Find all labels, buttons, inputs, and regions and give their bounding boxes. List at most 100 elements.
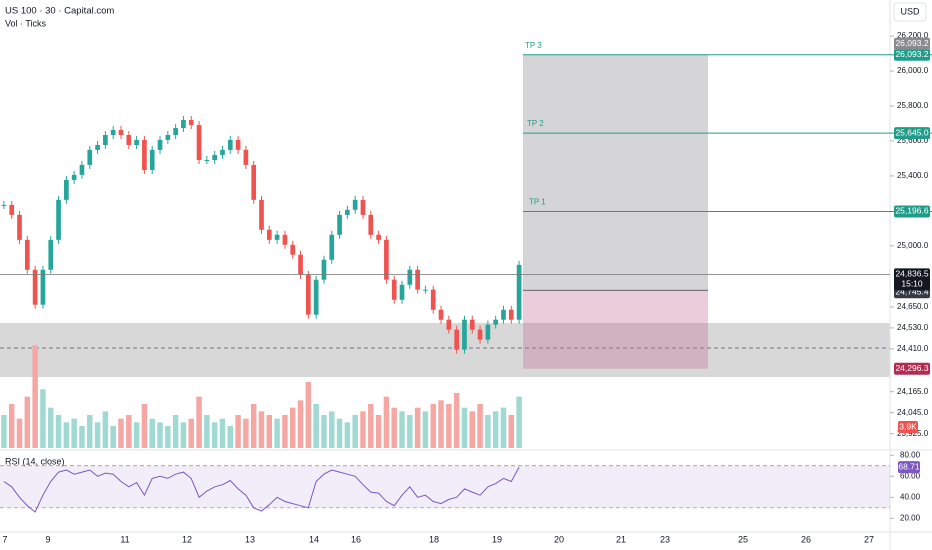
volume-bar (414, 407, 421, 448)
volume-bar (1, 415, 7, 448)
candle-body (391, 279, 397, 300)
volume-bar (422, 411, 429, 448)
volume-bar (289, 407, 296, 448)
candle-body (399, 284, 405, 300)
candle-body (71, 174, 77, 180)
volume-bar (87, 415, 93, 448)
volume-bar (313, 404, 319, 448)
volume-bar (258, 411, 265, 448)
candle-body (508, 309, 514, 320)
volume-bar (508, 415, 515, 448)
y-tick-label: 25,000.0 (897, 241, 929, 250)
candle-body (313, 279, 319, 315)
volume-bar (243, 418, 249, 448)
candle-body (48, 239, 54, 270)
volume-bar (453, 393, 460, 448)
x-tick-label: 12 (182, 534, 192, 544)
volume-bar (196, 396, 202, 448)
target-price-bg (894, 127, 930, 140)
volume-bar (375, 415, 382, 448)
x-tick-label: 23 (660, 534, 670, 544)
candle-body (227, 139, 233, 150)
volume-bar (24, 396, 31, 448)
candle-body (87, 149, 93, 165)
volume-bar (204, 415, 210, 448)
volume-bar (297, 400, 304, 448)
stop-price: 24,296.3 (895, 363, 928, 373)
candle-body (235, 139, 241, 150)
candle-body (157, 139, 163, 150)
candle-body (1, 204, 7, 206)
candle-body (118, 129, 124, 136)
candle-body (407, 269, 413, 285)
volume-bar (329, 411, 335, 448)
volume-bar (407, 415, 413, 448)
candle-body (329, 234, 335, 260)
candle-body (438, 309, 444, 320)
profit-zone (523, 54, 708, 291)
candle-body (360, 199, 366, 215)
candle-body (298, 254, 303, 275)
volume-bar (383, 396, 390, 448)
volume-bar (469, 411, 475, 448)
loss-zone (523, 290, 708, 369)
candle-body (204, 160, 210, 162)
target-label: TP 1 (529, 198, 546, 207)
target-label: TP 2 (527, 119, 544, 128)
volume-bar (235, 415, 241, 448)
volume-bar (157, 422, 163, 448)
volume-bar (477, 404, 483, 448)
current-price-bg (894, 268, 930, 291)
x-tick-label: 27 (864, 534, 874, 544)
candle-body (251, 164, 257, 200)
y-tick-label: 24,045.0 (897, 408, 929, 417)
candle-body (337, 214, 342, 235)
candle-body (32, 269, 38, 305)
candle-body (477, 329, 483, 340)
candle-body (56, 199, 61, 240)
x-tick-label: 7 (2, 534, 7, 544)
volume-bar (102, 411, 109, 448)
candle-body (469, 319, 475, 330)
candle-body (446, 319, 452, 330)
volume-bar (211, 422, 218, 448)
candle-body (17, 214, 22, 240)
volume-bar (274, 418, 280, 448)
volume-bar (94, 422, 101, 448)
candle-body (266, 229, 272, 240)
support-zone (0, 323, 890, 377)
currency-button[interactable] (893, 2, 927, 22)
current-price: 24,836.5 (895, 269, 928, 279)
volume-bar (110, 426, 116, 448)
x-tick-label: 26 (801, 534, 811, 544)
candle-body (305, 274, 311, 315)
candle-body (40, 269, 46, 305)
candle-body (282, 234, 288, 245)
volume-bar (500, 407, 507, 448)
candle-body (103, 135, 108, 145)
x-tick-label: 13 (245, 534, 255, 544)
y-tick-label: 25,400.0 (897, 171, 929, 180)
volume-bar (227, 426, 234, 448)
volume-bar (485, 415, 491, 448)
rsi-tag: 68.71 (898, 461, 920, 471)
volume-bar (149, 418, 155, 448)
candle-body (485, 324, 491, 340)
volume-bar (391, 407, 397, 448)
volume-bar (172, 415, 179, 448)
currency[interactable]: USD (900, 6, 920, 16)
volume-title: Vol · Ticks (5, 18, 47, 28)
volume-bar (55, 415, 62, 448)
candle-body (321, 259, 327, 280)
target-price: 25,645.0 (895, 127, 928, 137)
volume-bar (188, 418, 194, 448)
volume-bar (118, 418, 124, 448)
volume-bar (399, 411, 405, 448)
candle-body (79, 164, 85, 175)
volume-bar (219, 418, 226, 448)
y-tick-label: 24,650.0 (897, 302, 929, 311)
volume-bar (165, 426, 171, 448)
volume-bar (446, 404, 452, 448)
